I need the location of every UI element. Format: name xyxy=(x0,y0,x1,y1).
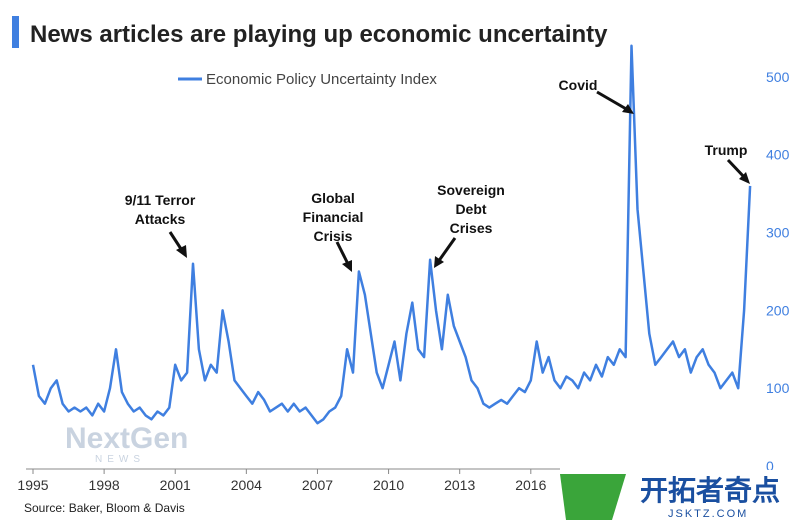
annotation: Crises xyxy=(450,220,493,236)
legend-label: Economic Policy Uncertainty Index xyxy=(206,71,437,88)
watermark: NEWS xyxy=(95,454,145,465)
y-tick-label: 0 xyxy=(766,458,774,474)
annotation: Global xyxy=(311,190,355,206)
annotation: Sovereign xyxy=(437,182,505,198)
x-tick-label: 1995 xyxy=(17,477,48,493)
y-tick-label: 500 xyxy=(766,69,790,85)
y-tick-label: 300 xyxy=(766,225,790,241)
title-bar xyxy=(12,16,19,48)
y-tick-label: 100 xyxy=(766,380,790,396)
arrow-heads xyxy=(176,104,750,272)
chart-title: News articles are playing up economic un… xyxy=(30,21,608,48)
annotation: Debt xyxy=(455,201,486,217)
source: Source: Baker, Bloom & Davis xyxy=(24,501,185,515)
x-tick-label: 2007 xyxy=(302,477,333,493)
x-tick-label: 1998 xyxy=(89,477,120,493)
logo-text: 开拓者奇点 xyxy=(640,475,780,506)
logo-icon xyxy=(560,474,626,520)
series-line xyxy=(31,44,752,425)
watermark: NextGen xyxy=(65,422,188,455)
annotation: Covid xyxy=(559,77,598,93)
annotation: Financial xyxy=(303,209,364,225)
x-tick-label: 2001 xyxy=(160,477,191,493)
annotation: Attacks xyxy=(135,211,186,227)
x-tick-label: 2013 xyxy=(444,477,475,493)
annotation: 9/11 Terror xyxy=(125,192,196,208)
y-tick-label: 200 xyxy=(766,302,790,318)
logo-url: JSKTZ.COM xyxy=(668,508,748,520)
x-tick-label: 2010 xyxy=(373,477,404,493)
x-tick-label: 2004 xyxy=(231,477,262,493)
arrows xyxy=(168,90,747,267)
x-tick-label: 2016 xyxy=(515,477,546,493)
y-tick-label: 400 xyxy=(766,147,790,163)
annotation: Crisis xyxy=(314,228,353,244)
annotation: Trump xyxy=(705,142,748,158)
